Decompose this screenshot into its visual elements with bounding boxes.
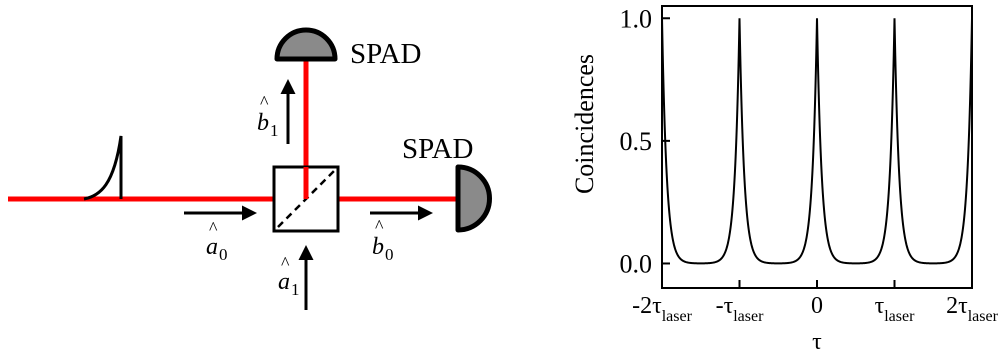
hat-icon: ^	[375, 216, 384, 236]
x-tick-label: 2τlaser	[946, 293, 999, 325]
top-spad-detector-icon	[274, 27, 338, 62]
y-tick-label: 0.5	[620, 127, 653, 156]
mode-a0-sub: 0	[219, 245, 228, 264]
x-axis-label: τ	[812, 329, 822, 355]
coincidence-series-line	[661, 18, 973, 265]
mode-b1-sub: 1	[270, 121, 279, 140]
y-axis-label: Coincidences	[570, 54, 599, 194]
x-tick-label: -τlaser	[716, 293, 765, 325]
mode-label-a0: a ^ 0	[206, 218, 228, 264]
mode-a0-base: a	[206, 234, 218, 260]
right-spad-detector-icon	[455, 164, 492, 233]
mode-label-a1: a ^ 1	[278, 253, 300, 299]
hat-icon: ^	[281, 253, 290, 273]
mode-a1-base: a	[278, 269, 290, 295]
hat-icon: ^	[209, 218, 218, 238]
x-axis-ticks: -2τlaser -τlaser 0 τlaser 2τlaser	[632, 280, 999, 325]
mode-b0-base: b	[372, 234, 384, 260]
mode-b0-sub: 0	[385, 245, 394, 264]
top-spad-label: SPAD	[350, 38, 421, 70]
mode-label-b0: b ^ 0	[372, 216, 394, 264]
mode-b1-base: b	[257, 110, 269, 136]
right-spad-label: SPAD	[402, 133, 473, 165]
x-tick-label: -2τlaser	[632, 293, 693, 325]
optical-setup: SPAD SPAD a ^ 0 b ^ 0 b ^ 1 a	[8, 27, 492, 310]
mode-label-b1: b ^ 1	[257, 92, 279, 140]
x-tick-label: 0	[811, 293, 823, 319]
mode-a1-sub: 1	[291, 280, 300, 299]
y-tick-label: 1.0	[620, 4, 653, 33]
hat-icon: ^	[260, 92, 269, 112]
coincidence-chart: 0.00.51.0 -2τlaser -τlaser 0 τlaser 2τlaser …	[570, 4, 999, 355]
y-tick-label: 0.0	[620, 249, 653, 278]
y-axis-ticks: 0.0 0.5 1.0	[620, 4, 670, 278]
x-tick-label: τlaser	[875, 293, 916, 325]
photon-wavepacket-icon	[83, 135, 123, 201]
